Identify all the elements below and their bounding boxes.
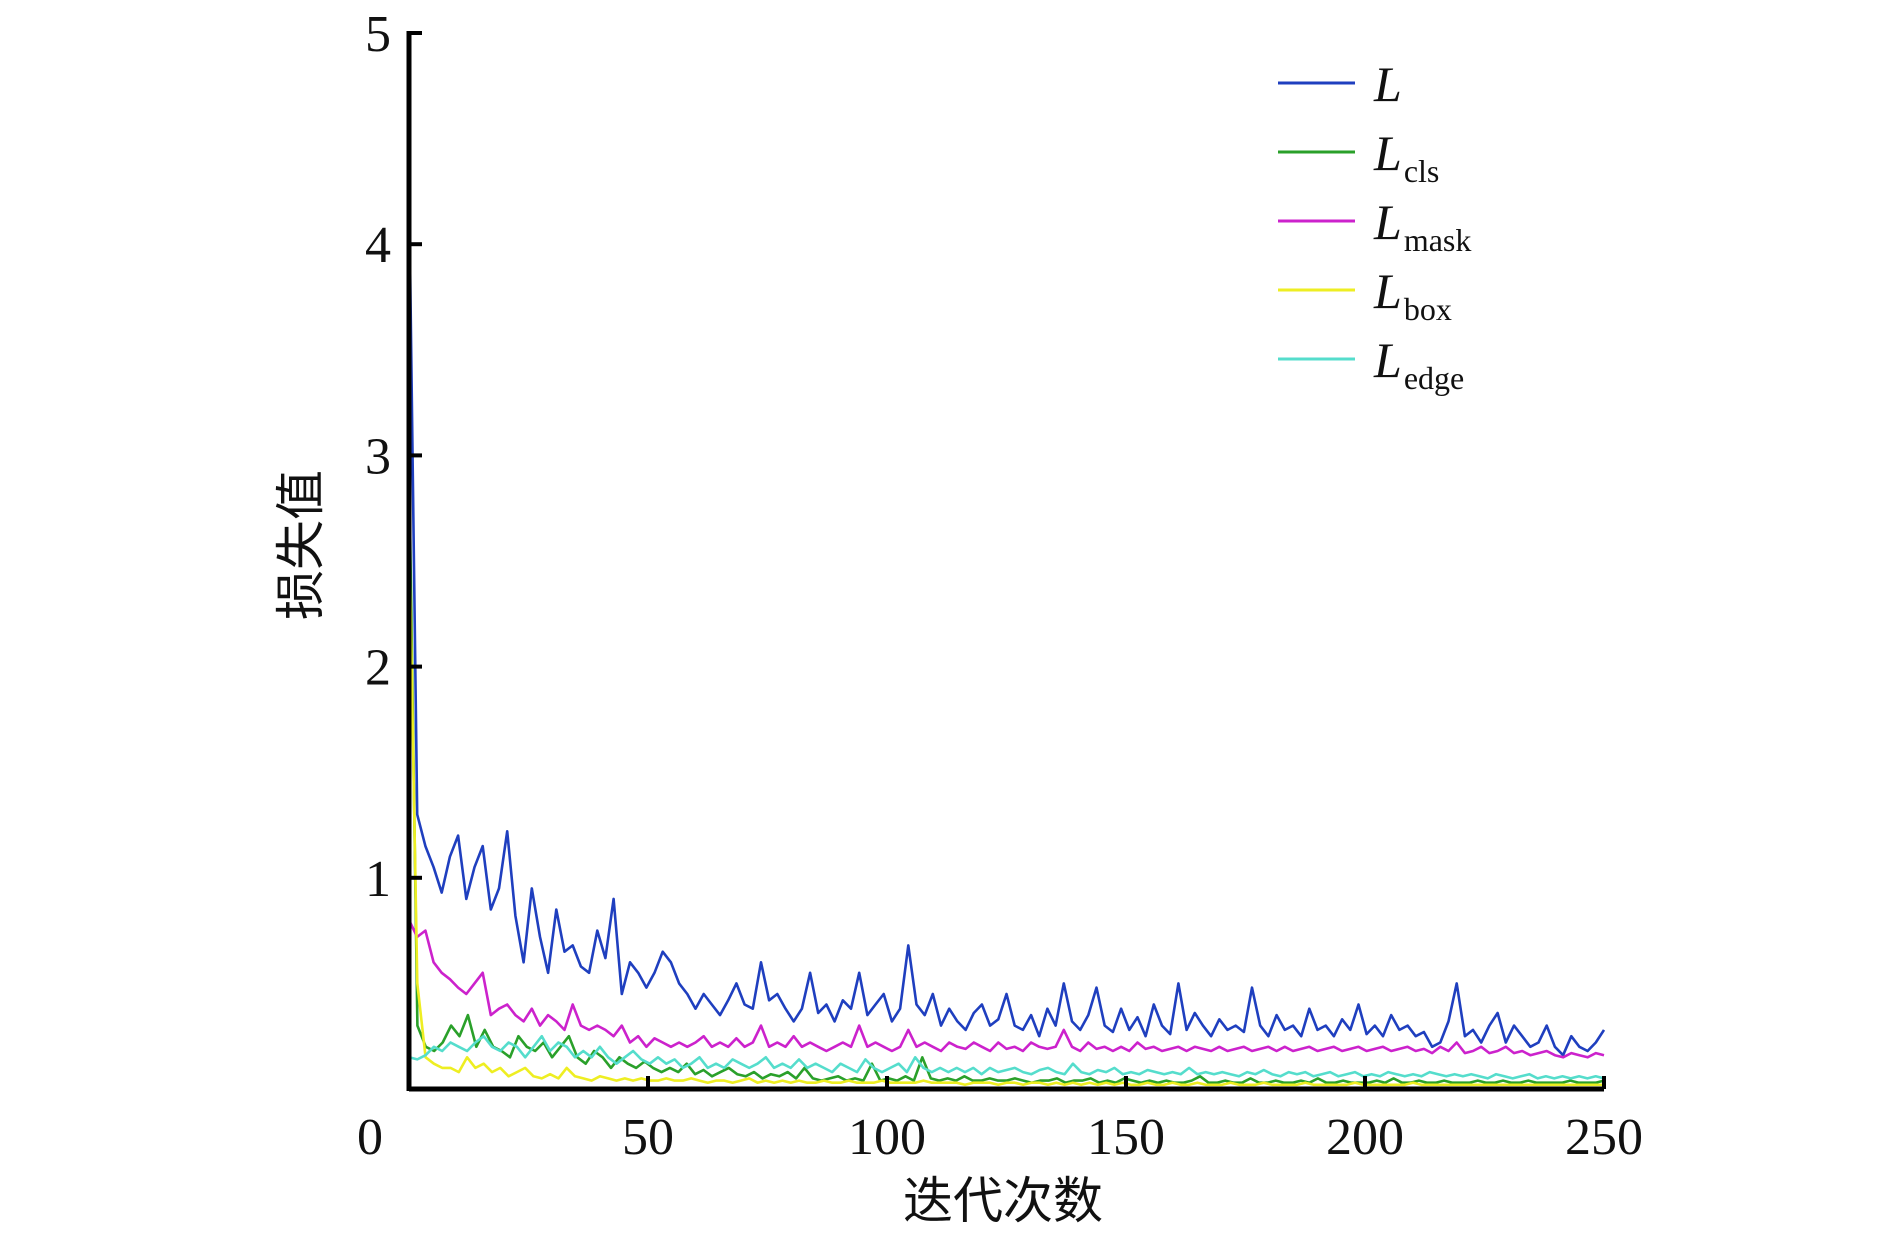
legend-label-lbox: Lbox (1373, 263, 1452, 327)
x-axis-title: 迭代次数 (903, 1172, 1103, 1230)
legend-label-l: L (1373, 56, 1402, 112)
x-tick-label: 150 (1087, 1109, 1165, 1166)
legend-label-ledge: Ledge (1373, 332, 1464, 396)
x-tick-label: 0 (357, 1109, 383, 1166)
legend-label-lmask: Lmask (1373, 194, 1471, 258)
y-tick-label: 5 (365, 6, 391, 63)
x-tick-label: 250 (1565, 1109, 1643, 1166)
y-tick-label: 3 (365, 428, 391, 485)
series-line-l (407, 180, 1606, 1057)
legend-subscript: edge (1404, 360, 1464, 396)
series-line-lcls (407, 455, 1605, 1084)
series-line-lbox (407, 518, 1604, 1087)
series-line-lmask (407, 919, 1605, 1059)
axes-layer (406, 31, 1606, 1092)
legend-subscript: mask (1404, 222, 1472, 258)
x-tick-label: 200 (1326, 1109, 1404, 1166)
x-tick-label: 100 (848, 1109, 926, 1166)
y-axis-title: 损失值 (272, 470, 330, 620)
y-tick-label: 2 (365, 640, 391, 697)
x-tick-label: 50 (622, 1109, 674, 1166)
series-line-ledge (408, 1034, 1605, 1080)
y-tick-label: 1 (365, 851, 391, 908)
y-tick-label: 4 (365, 217, 391, 274)
legend-subscript: box (1404, 291, 1452, 327)
series-layer (407, 180, 1606, 1087)
legend-subscript: cls (1404, 153, 1440, 189)
legend-label-lcls: Lcls (1373, 125, 1439, 189)
